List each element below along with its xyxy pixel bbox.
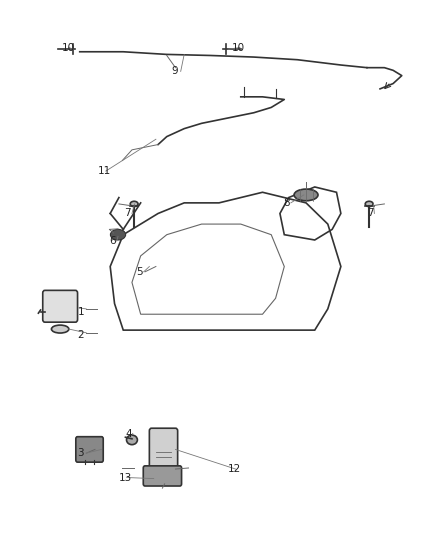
Ellipse shape — [294, 189, 318, 201]
FancyBboxPatch shape — [143, 466, 182, 486]
Text: 7: 7 — [124, 208, 131, 219]
Ellipse shape — [110, 229, 126, 240]
Text: 6: 6 — [110, 236, 116, 246]
Ellipse shape — [365, 201, 373, 207]
Text: 10: 10 — [232, 43, 245, 53]
Text: 10: 10 — [61, 43, 74, 53]
FancyBboxPatch shape — [76, 437, 103, 462]
Text: 9: 9 — [171, 67, 178, 76]
Text: 8: 8 — [283, 198, 290, 208]
Text: 1: 1 — [78, 306, 84, 317]
Text: 5: 5 — [136, 267, 143, 277]
Text: 13: 13 — [119, 473, 132, 482]
Text: 4: 4 — [125, 429, 132, 439]
Ellipse shape — [130, 201, 138, 207]
FancyBboxPatch shape — [149, 428, 178, 473]
Ellipse shape — [51, 325, 69, 333]
Ellipse shape — [127, 435, 138, 445]
FancyBboxPatch shape — [43, 290, 78, 322]
Text: 12: 12 — [228, 464, 241, 474]
Text: 3: 3 — [78, 448, 84, 458]
Text: 7: 7 — [367, 208, 374, 219]
Text: 2: 2 — [78, 330, 84, 341]
Text: 11: 11 — [98, 166, 111, 176]
